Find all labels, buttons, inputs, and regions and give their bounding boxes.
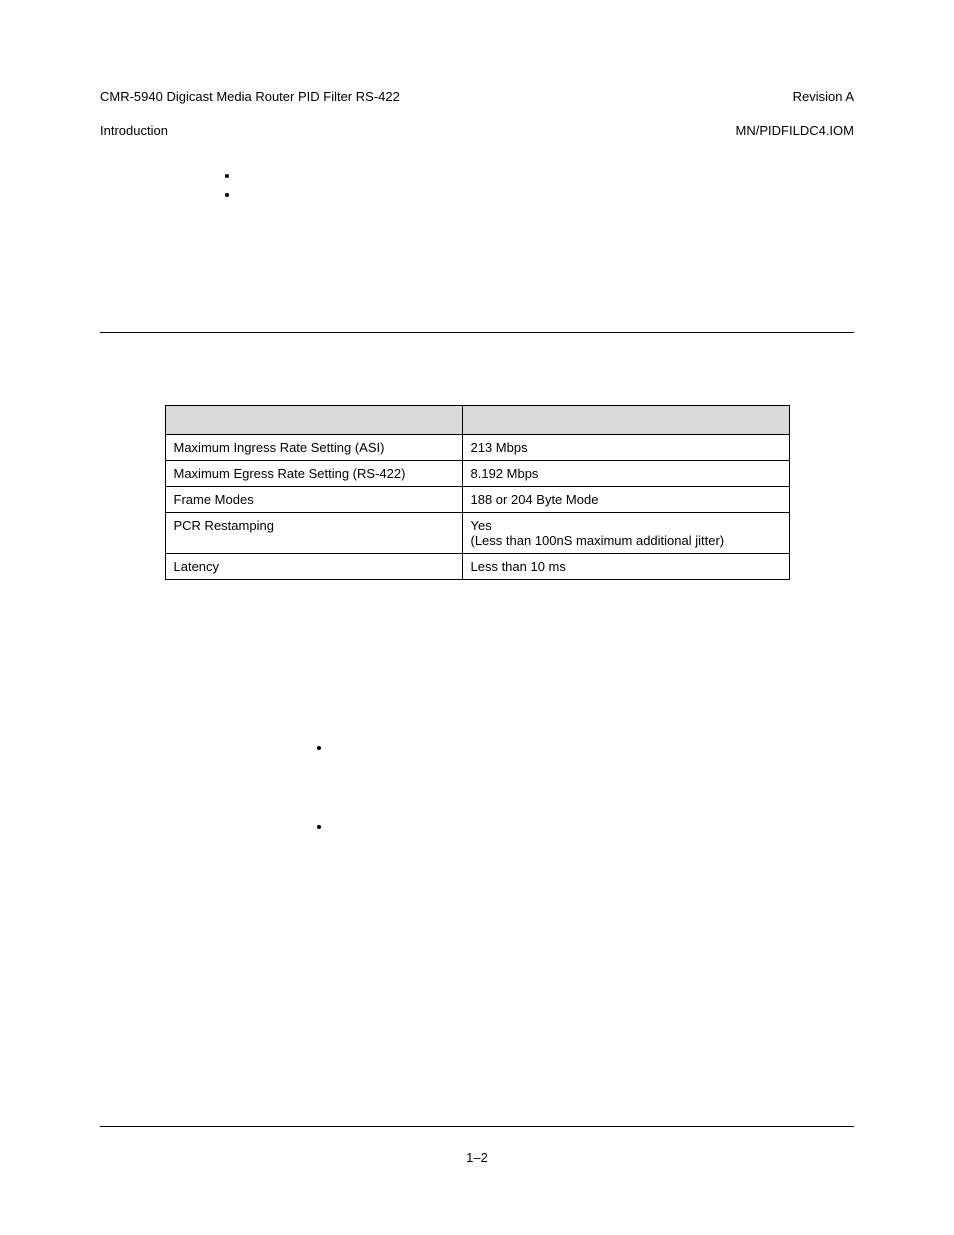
lower-bullet-list [332, 740, 854, 834]
header-left: CMR-5940 Digicast Media Router PID Filte… [100, 72, 400, 140]
table-row: Frame Modes 188 or 204 Byte Mode [165, 486, 789, 512]
page-header: CMR-5940 Digicast Media Router PID Filte… [100, 72, 854, 140]
list-item [240, 168, 854, 183]
specifications-table: Maximum Ingress Rate Setting (ASI) 213 M… [165, 405, 790, 580]
page-number: 1–2 [0, 1150, 954, 1165]
horizontal-rule [100, 332, 854, 333]
table-header-cell [462, 405, 789, 434]
header-docid: MN/PIDFILDC4.IOM [736, 123, 854, 138]
lower-bullet-area [332, 740, 854, 834]
table-row: Latency Less than 10 ms [165, 553, 789, 579]
section-divider [100, 332, 854, 333]
list-item [240, 187, 854, 202]
table-cell: Less than 10 ms [462, 553, 789, 579]
header-right: Revision A MN/PIDFILDC4.IOM [736, 72, 854, 140]
table-header-row [165, 405, 789, 434]
table-row: Maximum Egress Rate Setting (RS-422) 8.1… [165, 460, 789, 486]
table-row: PCR Restamping Yes (Less than 100nS maxi… [165, 512, 789, 553]
table-cell: Frame Modes [165, 486, 462, 512]
header-title: CMR-5940 Digicast Media Router PID Filte… [100, 89, 400, 104]
table-header-cell [165, 405, 462, 434]
footer-rule [100, 1126, 854, 1127]
list-item [332, 819, 854, 834]
table-cell: Yes (Less than 100nS maximum additional … [462, 512, 789, 553]
table-cell: Maximum Ingress Rate Setting (ASI) [165, 434, 462, 460]
table-row: Maximum Ingress Rate Setting (ASI) 213 M… [165, 434, 789, 460]
document-page: CMR-5940 Digicast Media Router PID Filte… [0, 0, 954, 1235]
table-cell: 8.192 Mbps [462, 460, 789, 486]
header-revision: Revision A [793, 89, 854, 104]
table-cell: Latency [165, 553, 462, 579]
top-bullet-list [240, 168, 854, 202]
table-cell: Maximum Egress Rate Setting (RS-422) [165, 460, 462, 486]
table-cell: PCR Restamping [165, 512, 462, 553]
list-item [332, 740, 854, 755]
header-subtitle: Introduction [100, 123, 168, 138]
table-cell: 213 Mbps [462, 434, 789, 460]
table-cell: 188 or 204 Byte Mode [462, 486, 789, 512]
